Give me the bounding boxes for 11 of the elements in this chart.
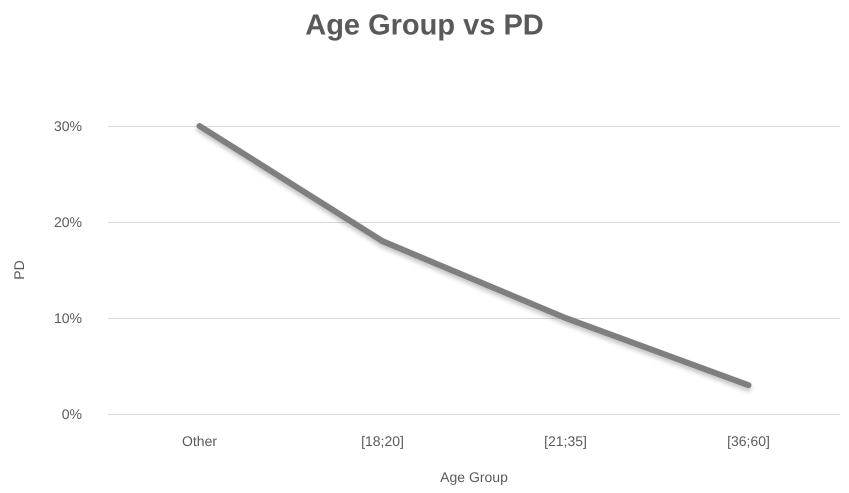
y-tick-label: 10% (54, 310, 82, 326)
chart-title: Age Group vs PD (305, 10, 544, 42)
x-tick-label: [18;20] (361, 433, 404, 449)
x-axis-title: Age Group (440, 469, 508, 485)
y-tick-label: 20% (54, 214, 82, 230)
x-tick-label: [21;35] (544, 433, 587, 449)
y-axis-title: PD (11, 260, 27, 280)
x-tick-label: Other (182, 433, 218, 449)
y-tick-label: 30% (54, 118, 82, 134)
x-tick-label: [36;60] (727, 433, 770, 449)
y-tick-label: 0% (62, 406, 82, 422)
